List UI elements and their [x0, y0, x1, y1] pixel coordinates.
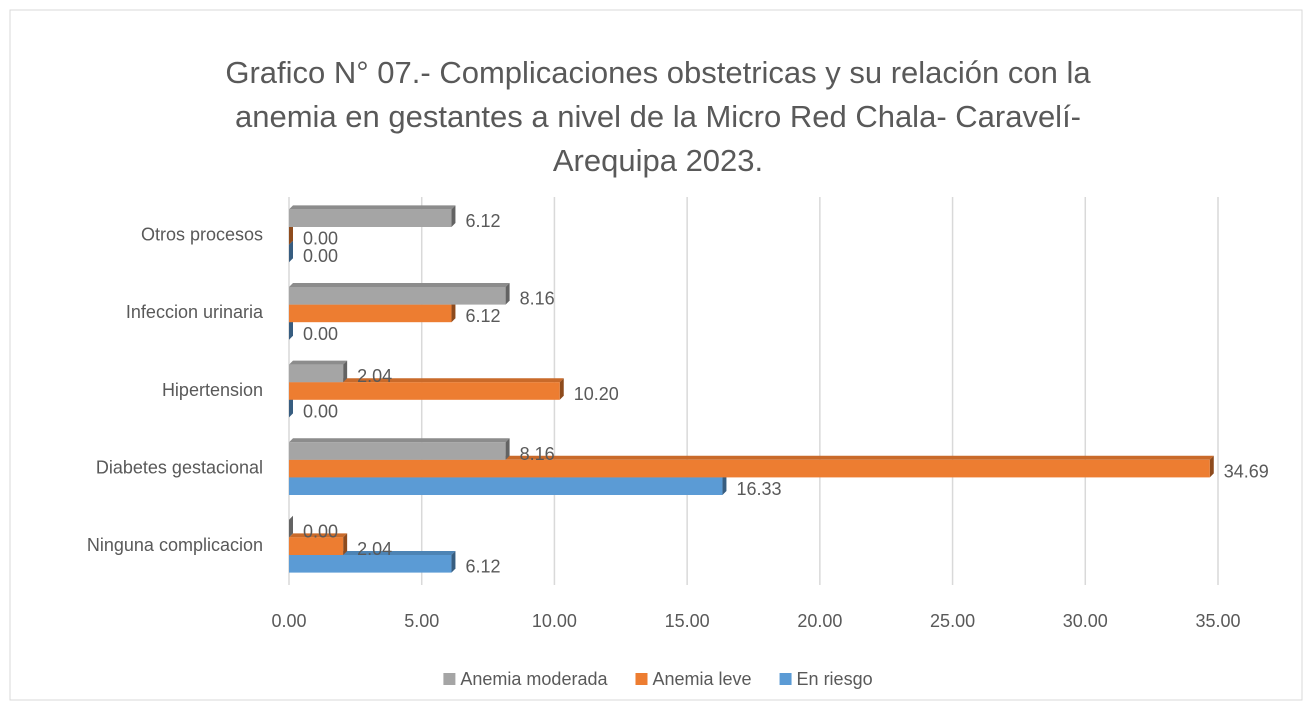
bar-side [559, 378, 564, 400]
bar-side [289, 395, 293, 418]
bar-side [289, 318, 293, 340]
x-tick-label: 5.00 [404, 611, 439, 631]
legend-swatch [779, 673, 792, 685]
y-tick-label: Infeccion urinaria [126, 302, 264, 322]
bar-side [1209, 455, 1214, 478]
chart-title: Arequipa 2023. [553, 143, 763, 178]
bar-top [289, 283, 510, 287]
bar-side [289, 223, 293, 245]
x-tick-label: 30.00 [1063, 611, 1108, 631]
bar-side [343, 533, 348, 555]
y-tick-label: Ninguna complicacion [87, 535, 263, 555]
bar-side [451, 300, 456, 323]
bar-top [289, 438, 510, 443]
value-label: 0.00 [303, 246, 338, 266]
x-tick-label: 15.00 [665, 611, 710, 631]
chart-border [9, 9, 1303, 701]
value-label: 34.69 [1224, 461, 1269, 481]
bar-top [289, 360, 348, 365]
bar-top [289, 378, 564, 383]
bar-side [289, 240, 293, 263]
value-label: 0.00 [303, 229, 338, 249]
x-tick-label: 35.00 [1195, 611, 1240, 631]
value-label: 2.04 [357, 539, 392, 559]
value-label: 8.16 [520, 289, 555, 309]
bar-side [451, 551, 456, 573]
bar-side [451, 205, 456, 227]
bar-top [289, 205, 456, 210]
value-label: 8.16 [520, 444, 555, 464]
legend-label: Anemia moderada [460, 669, 608, 689]
value-label: 6.12 [465, 557, 500, 577]
chart-title: anemia en gestantes a nivel de la Micro … [235, 99, 1081, 134]
value-label: 2.04 [357, 366, 392, 386]
bar [289, 555, 452, 573]
value-label: 0.00 [303, 521, 338, 541]
bar-side [722, 473, 727, 495]
bar [289, 382, 560, 400]
bar-side [505, 283, 510, 305]
legend-swatch [635, 673, 648, 685]
bar [289, 459, 1210, 478]
bar [289, 304, 452, 323]
value-label: 16.33 [736, 479, 781, 499]
bar-side [505, 438, 510, 460]
y-tick-label: Otros procesos [141, 225, 263, 245]
bar-side [343, 360, 348, 383]
bar-top [289, 533, 348, 538]
bar [289, 209, 452, 227]
value-label: 6.12 [465, 211, 500, 231]
chart-title: Grafico N° 07.- Complicaciones obstetric… [225, 55, 1091, 90]
bar-top [289, 455, 1214, 460]
bar [289, 537, 344, 555]
bar-side [289, 515, 293, 538]
value-label: 0.00 [303, 324, 338, 344]
x-tick-label: 10.00 [532, 611, 577, 631]
y-tick-label: Hipertension [162, 380, 263, 400]
value-label: 6.12 [465, 306, 500, 326]
legend-swatch [443, 673, 456, 685]
y-tick-label: Diabetes gestacional [96, 457, 263, 477]
bar [289, 287, 506, 305]
value-label: 0.00 [303, 401, 338, 421]
bar [289, 477, 723, 495]
legend-label: Anemia leve [652, 669, 751, 689]
value-label: 10.20 [574, 384, 619, 404]
x-tick-label: 25.00 [930, 611, 975, 631]
x-tick-label: 20.00 [797, 611, 842, 631]
x-tick-label: 0.00 [271, 611, 306, 631]
bar [289, 364, 344, 383]
bar [289, 442, 506, 460]
legend-label: En riesgo [797, 669, 873, 689]
